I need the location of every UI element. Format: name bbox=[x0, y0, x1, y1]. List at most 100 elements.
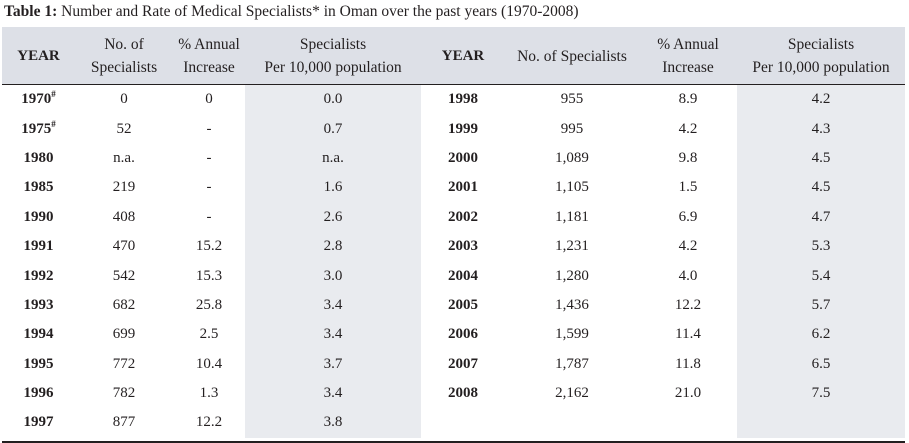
table-row: 1985 219-1.6 2001 1,105 1.5 4.5 bbox=[2, 173, 905, 203]
pct-cell-right: 11.4 bbox=[639, 320, 737, 350]
table-row: 1995 772 10.4 3.7 2007 1,787 11.8 6.5 bbox=[2, 349, 905, 379]
year-cell-left: 1980 bbox=[2, 143, 75, 174]
table-row: 1997 877 12.2 3.8 bbox=[2, 408, 905, 438]
year-cell-left: 1992 bbox=[2, 261, 75, 291]
rate-cell-left: 3.4 bbox=[245, 290, 421, 321]
header-rate-left: Specialists Per 10,000 population bbox=[264, 36, 402, 76]
top-rule bbox=[2, 27, 905, 29]
pct-cell-right bbox=[639, 408, 737, 438]
count-cell-left: 408 bbox=[75, 202, 173, 232]
pct-cell-left: - bbox=[173, 143, 245, 174]
table-row: 1991 470 15.2 2.8 2003 1,231 4.2 5.3 bbox=[2, 231, 905, 262]
pct-cell-right: 8.9 bbox=[639, 85, 737, 115]
rate-cell-left: 3.4 bbox=[245, 320, 421, 350]
pct-cell-left: 15.2 bbox=[173, 231, 245, 262]
count-cell-right: 1,787 bbox=[505, 349, 639, 379]
specialists-table: YEAR No. of Specialists % Annual Increase … bbox=[2, 27, 905, 438]
rate-cell-right: 7.5 bbox=[737, 378, 905, 409]
header-year-right: YEAR bbox=[441, 47, 485, 64]
count-cell-left: 772 bbox=[75, 349, 173, 379]
count-cell-right: 1,089 bbox=[505, 143, 639, 174]
header-count-left: No. of Specialists bbox=[90, 36, 158, 76]
table-row: 1993 682 25.8 3.4 2005 1,436 12.2 5.7 bbox=[2, 290, 905, 321]
rate-cell-left: 3.8 bbox=[245, 408, 421, 438]
year-cell-right: 1998 bbox=[421, 85, 505, 115]
count-cell-left: 877 bbox=[75, 408, 173, 438]
year-cell-left: 1993 bbox=[2, 290, 75, 321]
rate-cell-left: 0.0 bbox=[245, 85, 421, 115]
pct-cell-left: 1.3 bbox=[173, 378, 245, 409]
year-cell-right: 2003 bbox=[421, 231, 505, 262]
bottom-rule bbox=[2, 441, 905, 443]
pct-cell-left: 12.2 bbox=[173, 408, 245, 438]
pct-cell-left: - bbox=[173, 202, 245, 232]
header-row: YEAR No. of Specialists % Annual Increase … bbox=[2, 27, 905, 85]
year-cell-right: 2007 bbox=[421, 349, 505, 379]
pct-cell-right: 21.0 bbox=[639, 378, 737, 409]
table-row: 1975# 52-0.7 1999 995 4.2 4.3 bbox=[2, 114, 905, 144]
pct-cell-left: 0 bbox=[173, 85, 245, 115]
year-cell-left: 1994 bbox=[2, 320, 75, 350]
header-pct-left: % Annual Increase bbox=[178, 36, 240, 76]
count-cell-left: 0 bbox=[75, 85, 173, 115]
rate-cell-right bbox=[737, 408, 905, 438]
year-cell-right: 2005 bbox=[421, 290, 505, 321]
header-count-right: No. of Specialists bbox=[517, 47, 627, 65]
pct-cell-right: 9.8 bbox=[639, 143, 737, 174]
header-pct-right: % Annual Increase bbox=[657, 36, 719, 76]
rate-cell-left: 2.6 bbox=[245, 202, 421, 232]
year-cell-right: 2002 bbox=[421, 202, 505, 232]
count-cell-right: 1,181 bbox=[505, 202, 639, 232]
pct-cell-left: - bbox=[173, 114, 245, 144]
year-cell-right: 2001 bbox=[421, 173, 505, 203]
rate-cell-left: 2.8 bbox=[245, 231, 421, 262]
rate-cell-right: 4.5 bbox=[737, 173, 905, 203]
rate-cell-right: 5.3 bbox=[737, 231, 905, 262]
pct-cell-right: 4.0 bbox=[639, 261, 737, 291]
count-cell-right: 995 bbox=[505, 114, 639, 144]
year-cell-right: 2004 bbox=[421, 261, 505, 291]
header-year-left: YEAR bbox=[17, 47, 60, 64]
count-cell-left: 542 bbox=[75, 261, 173, 291]
count-cell-right: 955 bbox=[505, 85, 639, 115]
table-row: 1970# 0 0 0.0 1998 955 8.9 4.2 bbox=[2, 85, 905, 115]
count-cell-left: 682 bbox=[75, 290, 173, 321]
header-rate-right: Specialists Per 10,000 population bbox=[752, 36, 890, 76]
footnote-mark: # bbox=[51, 89, 56, 100]
table-label: Table 1: bbox=[4, 3, 58, 20]
pct-cell-right: 4.2 bbox=[639, 231, 737, 262]
table-row: 1990 408-2.6 2002 1,181 6.9 4.7 bbox=[2, 202, 905, 232]
pct-cell-right: 12.2 bbox=[639, 290, 737, 321]
year-cell-left: 1996 bbox=[2, 378, 75, 409]
year-cell-left: 1995 bbox=[2, 349, 75, 379]
count-cell-left: 699 bbox=[75, 320, 173, 350]
year-cell-left: 1985 bbox=[2, 173, 75, 203]
year-cell-right: 2006 bbox=[421, 320, 505, 350]
table-caption: Table 1: Number and Rate of Medical Spec… bbox=[4, 2, 579, 22]
pct-cell-right: 1.5 bbox=[639, 173, 737, 203]
rate-cell-left: 3.0 bbox=[245, 261, 421, 291]
rate-cell-right: 6.5 bbox=[737, 349, 905, 379]
rate-cell-right: 6.2 bbox=[737, 320, 905, 350]
year-cell-left: 1970# bbox=[2, 85, 75, 115]
count-cell-left: n.a. bbox=[75, 143, 173, 174]
pct-cell-right: 11.8 bbox=[639, 349, 737, 379]
rate-cell-left: n.a. bbox=[245, 143, 421, 174]
count-cell-left: 219 bbox=[75, 173, 173, 203]
rate-cell-left: 3.7 bbox=[245, 349, 421, 379]
rate-cell-left: 1.6 bbox=[245, 173, 421, 203]
count-cell-right: 1,105 bbox=[505, 173, 639, 203]
count-cell-right: 1,280 bbox=[505, 261, 639, 291]
pct-cell-left: 2.5 bbox=[173, 320, 245, 350]
count-cell-left: 470 bbox=[75, 231, 173, 262]
rate-cell-right: 4.5 bbox=[737, 143, 905, 174]
count-cell-left: 782 bbox=[75, 378, 173, 409]
year-cell-right: 2008 bbox=[421, 378, 505, 409]
count-cell-left: 52 bbox=[75, 114, 173, 144]
year-cell-right bbox=[421, 408, 505, 438]
rate-cell-right: 4.3 bbox=[737, 114, 905, 144]
year-cell-left: 1990 bbox=[2, 202, 75, 232]
rate-cell-right: 5.4 bbox=[737, 261, 905, 291]
count-cell-right: 2,162 bbox=[505, 378, 639, 409]
count-cell-right: 1,436 bbox=[505, 290, 639, 321]
